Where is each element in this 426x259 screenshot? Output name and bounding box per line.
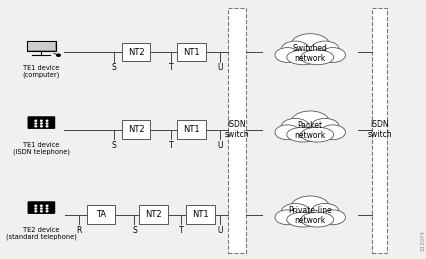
Circle shape — [57, 54, 60, 56]
Circle shape — [46, 126, 48, 127]
Ellipse shape — [281, 203, 309, 220]
Circle shape — [40, 205, 42, 206]
FancyBboxPatch shape — [186, 205, 215, 224]
Ellipse shape — [300, 50, 333, 65]
Text: S: S — [112, 141, 116, 150]
FancyBboxPatch shape — [26, 41, 56, 51]
Ellipse shape — [300, 212, 333, 227]
Text: ISDN
switch: ISDN switch — [366, 120, 391, 139]
Ellipse shape — [290, 34, 329, 57]
Circle shape — [46, 120, 48, 121]
FancyBboxPatch shape — [28, 201, 55, 214]
Text: S13074: S13074 — [420, 229, 424, 250]
Circle shape — [40, 126, 42, 127]
Text: T: T — [169, 63, 173, 72]
Ellipse shape — [286, 212, 319, 227]
Ellipse shape — [290, 111, 329, 134]
Text: NT2: NT2 — [127, 48, 144, 57]
Ellipse shape — [320, 48, 345, 62]
Ellipse shape — [274, 125, 299, 140]
Text: ISDN
switch: ISDN switch — [224, 120, 249, 139]
FancyBboxPatch shape — [86, 205, 115, 224]
Circle shape — [40, 211, 42, 212]
Text: S: S — [132, 226, 136, 235]
Circle shape — [35, 126, 37, 127]
Ellipse shape — [310, 41, 338, 58]
Circle shape — [40, 120, 42, 121]
Text: R: R — [76, 226, 82, 235]
Text: TE2 device
(standard telephone): TE2 device (standard telephone) — [6, 227, 77, 240]
Text: TE1 device
(computer): TE1 device (computer) — [23, 64, 60, 78]
Text: Packet
network: Packet network — [294, 121, 325, 140]
Text: T: T — [169, 141, 173, 150]
Circle shape — [46, 208, 48, 209]
Circle shape — [46, 205, 48, 206]
Ellipse shape — [286, 50, 319, 65]
FancyBboxPatch shape — [227, 9, 245, 253]
Ellipse shape — [320, 125, 345, 140]
FancyBboxPatch shape — [177, 120, 206, 139]
Circle shape — [35, 205, 37, 206]
FancyBboxPatch shape — [28, 116, 55, 129]
Ellipse shape — [286, 127, 319, 142]
Text: NT1: NT1 — [183, 125, 199, 134]
Text: Private-line
network: Private-line network — [288, 206, 331, 226]
Text: NT1: NT1 — [192, 210, 208, 219]
Ellipse shape — [290, 196, 329, 219]
Text: NT2: NT2 — [127, 125, 144, 134]
Text: NT1: NT1 — [183, 48, 199, 57]
Text: S: S — [112, 63, 116, 72]
Circle shape — [35, 211, 37, 212]
Circle shape — [46, 123, 48, 124]
Ellipse shape — [300, 127, 333, 142]
Circle shape — [46, 211, 48, 212]
Circle shape — [40, 208, 42, 209]
Ellipse shape — [320, 210, 345, 225]
Ellipse shape — [281, 118, 309, 135]
Circle shape — [35, 123, 37, 124]
Text: U: U — [217, 63, 223, 72]
FancyBboxPatch shape — [177, 43, 206, 61]
Text: U: U — [217, 141, 223, 150]
FancyBboxPatch shape — [121, 120, 150, 139]
FancyBboxPatch shape — [139, 205, 168, 224]
Text: T: T — [178, 226, 183, 235]
Ellipse shape — [310, 203, 338, 220]
Circle shape — [35, 208, 37, 209]
FancyBboxPatch shape — [121, 43, 150, 61]
FancyBboxPatch shape — [28, 42, 55, 50]
Ellipse shape — [274, 210, 299, 225]
Text: Switched
network: Switched network — [292, 44, 327, 63]
Text: U: U — [217, 226, 223, 235]
Circle shape — [35, 120, 37, 121]
Text: TE1 device
(ISDN telephone): TE1 device (ISDN telephone) — [13, 142, 70, 155]
FancyBboxPatch shape — [371, 9, 386, 253]
Text: TA: TA — [96, 210, 106, 219]
Ellipse shape — [281, 41, 309, 58]
Ellipse shape — [310, 118, 338, 135]
Circle shape — [40, 123, 42, 124]
Ellipse shape — [274, 48, 299, 62]
Text: NT2: NT2 — [145, 210, 162, 219]
